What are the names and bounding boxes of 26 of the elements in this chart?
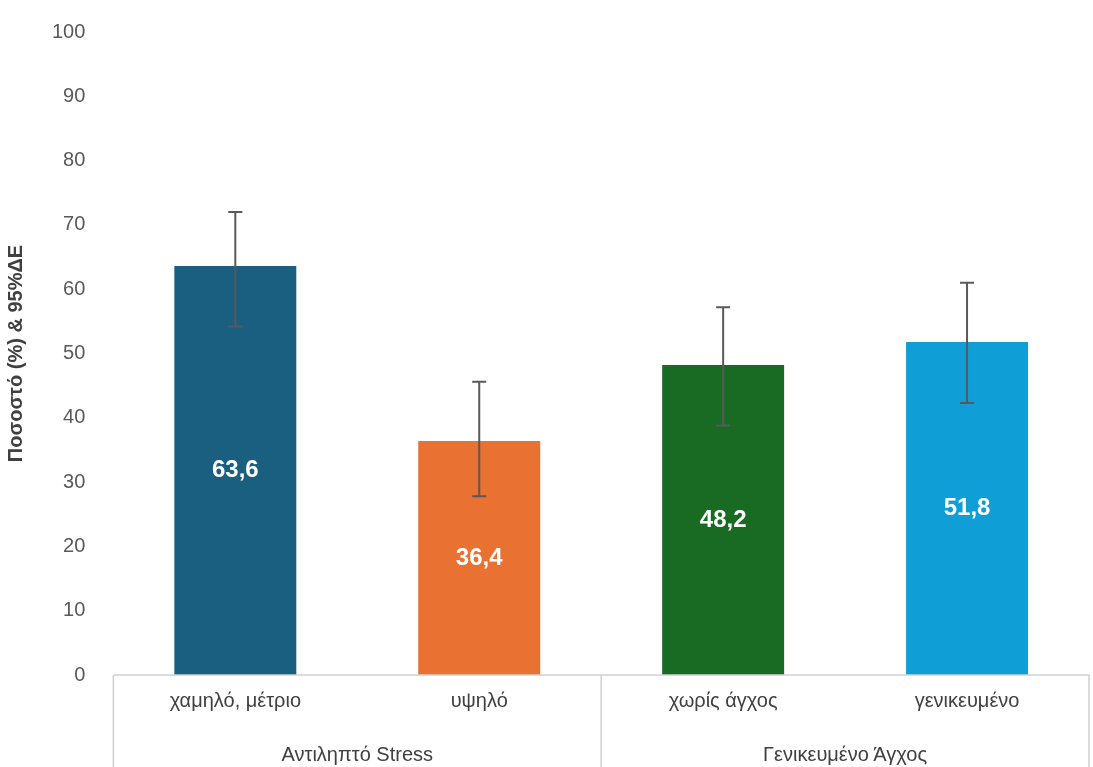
x-tick-label: χωρίς άγχος xyxy=(668,688,778,711)
y-tick-label: 70 xyxy=(63,212,86,235)
bar xyxy=(906,341,1029,675)
x-tick-label: γενικευμένο xyxy=(914,688,1020,711)
data-label: 51,8 xyxy=(943,493,991,521)
bar xyxy=(174,266,297,675)
y-tick-label: 10 xyxy=(63,598,86,621)
y-tick-label: 0 xyxy=(74,662,86,685)
bar xyxy=(418,440,541,675)
y-tick-label: 40 xyxy=(63,405,86,428)
x-tick-label: χαμηλό, μέτριο xyxy=(169,688,302,711)
y-tick-label: 60 xyxy=(63,276,86,299)
text: Αντιληπτό Stress xyxy=(281,743,434,765)
y-tick-label: 20 xyxy=(63,533,86,556)
y-tick-label: 50 xyxy=(63,341,86,364)
data-label: 36,4 xyxy=(455,542,504,570)
y-tick-label: 90 xyxy=(63,83,86,106)
data-label: 48,2 xyxy=(699,504,747,532)
y-axis-title: Ποσοστό (%) & 95%ΔΕ xyxy=(3,244,26,463)
text: Γενικευμένο Άγχος xyxy=(763,743,928,765)
y-tick-label: 80 xyxy=(63,148,86,171)
y-tick-label: 100 xyxy=(51,19,86,42)
data-label: 63,6 xyxy=(211,455,259,483)
x-tick-label: υψηλό xyxy=(450,688,508,711)
y-tick-label: 30 xyxy=(63,469,86,492)
bar xyxy=(662,365,785,675)
